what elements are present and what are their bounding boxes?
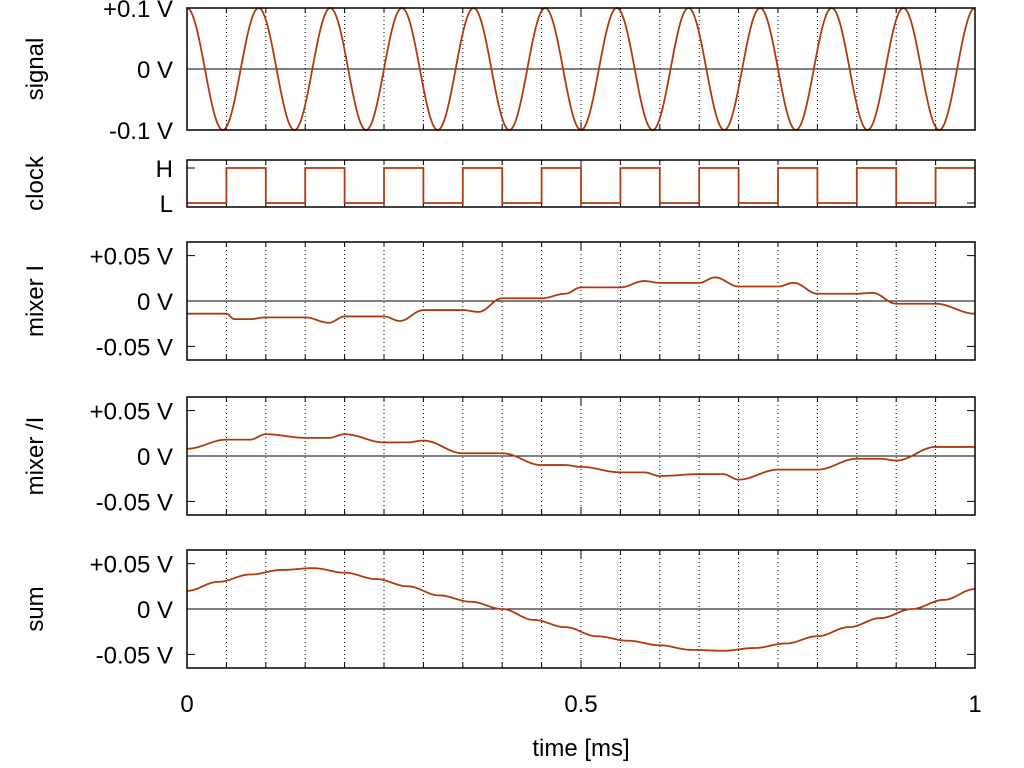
y-tick-label: +0.1 V — [103, 0, 173, 23]
y-tick-label: 0 V — [137, 597, 173, 624]
y-tick-label: 0 V — [137, 444, 173, 471]
y-axis-title: sum — [22, 586, 49, 631]
series-line — [186, 567, 976, 652]
plot-frame — [186, 241, 976, 361]
series-line — [187, 276, 976, 324]
panel-mixer-i: +0.05 V 0 V -0.05 V mixer I — [22, 241, 976, 361]
y-axis-title: mixer /I — [22, 417, 49, 496]
y-tick-label: +0.05 V — [90, 552, 173, 579]
x-axis-title: time [ms] — [532, 735, 629, 762]
y-tick-label: +0.05 V — [90, 399, 173, 426]
panel-sum: +0.05 V 0 V -0.05 V sum — [22, 549, 976, 669]
y-tick-label: L — [160, 191, 173, 218]
y-tick-label: 0 V — [137, 57, 173, 84]
plot-frame — [186, 549, 976, 669]
y-tick-label: -0.05 V — [96, 489, 173, 516]
y-axis-title: clock — [22, 155, 49, 211]
y-tick-label: -0.05 V — [96, 642, 173, 669]
y-tick-label: H — [156, 156, 173, 183]
x-tick-label: 0 — [180, 691, 193, 718]
y-tick-label: 0 V — [137, 289, 173, 316]
y-tick-label: +0.05 V — [90, 244, 173, 271]
panel-mixer--i: +0.05 V 0 V -0.05 V mixer /I — [22, 396, 976, 516]
panel-signal: +0.1 V 0 V -0.1 V signal — [22, 0, 976, 145]
plot-frame — [186, 396, 976, 516]
plot-frame — [186, 7, 976, 131]
y-tick-label: -0.1 V — [109, 118, 173, 145]
series-line — [187, 167, 975, 204]
y-tick-label: -0.05 V — [96, 334, 173, 361]
y-axis-title: mixer I — [22, 265, 49, 337]
plot-frame — [186, 159, 976, 208]
series-line — [186, 433, 975, 481]
y-axis-title: signal — [22, 38, 49, 101]
x-axis: 0 0.5 1 time [ms] — [180, 691, 981, 762]
x-tick-label: 1 — [968, 691, 981, 718]
x-tick-label: 0.5 — [564, 691, 597, 718]
